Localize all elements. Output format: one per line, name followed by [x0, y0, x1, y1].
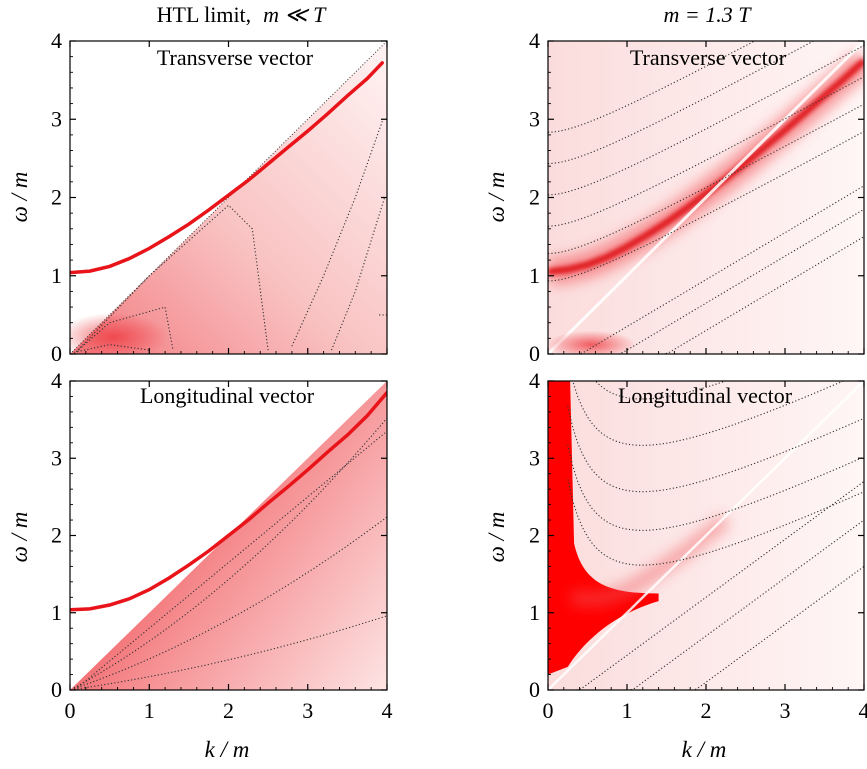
contour-line	[77, 430, 387, 688]
y-tick-label: 1	[529, 263, 540, 288]
dispersion-curve	[70, 61, 384, 275]
x-tick-label: 1	[144, 698, 155, 723]
contour-line	[594, 381, 728, 400]
y-tick-label: 0	[529, 341, 540, 366]
xlabel-right: k / m	[682, 737, 727, 762]
y-tick-label: 0	[529, 677, 540, 702]
x-tick-label: 0	[65, 698, 76, 723]
contour-line	[548, 44, 864, 196]
x-tick-label: 2	[223, 698, 234, 723]
plot-area	[548, 41, 864, 354]
x-tick-label: 3	[780, 698, 791, 723]
lightcone-line	[548, 41, 864, 354]
contour-line	[73, 417, 387, 689]
title-right: m = 1.3 T	[664, 2, 753, 27]
label-longitudinal-left: Longitudinal vector	[140, 383, 315, 408]
y-tick-label: 2	[51, 523, 62, 548]
contour-line	[567, 405, 864, 493]
contour-line	[330, 197, 386, 351]
plot-area	[70, 41, 387, 354]
xlabel-left: k / m	[205, 737, 250, 762]
contour-line	[563, 185, 864, 354]
label-transverse-right: Transverse vector	[630, 45, 787, 70]
dispersion-curve	[70, 390, 387, 612]
y-tick-label: 0	[51, 677, 62, 702]
quasiparticle-peak	[548, 58, 864, 276]
lightcone-line	[70, 41, 387, 354]
plot-area	[548, 381, 864, 690]
y-tick-label: 0	[51, 341, 62, 366]
y-tick-label: 4	[51, 28, 62, 53]
contour-line	[548, 103, 864, 255]
panel-4: 00 1 1 2 2 3 3 4 4	[529, 368, 867, 723]
contour-line	[77, 204, 269, 351]
title-left: HTL limit, m ≪ T	[157, 2, 327, 27]
label-transverse-left: Transverse vector	[157, 45, 314, 70]
y-tick-label: 4	[51, 368, 62, 393]
label-longitudinal-right: Longitudinal vector	[618, 383, 793, 408]
y-tick-label: 4	[529, 28, 540, 53]
continuum-peak	[70, 312, 169, 354]
contour-line	[567, 479, 864, 566]
y-tick-label: 3	[51, 106, 62, 131]
ylabel-bottom-left: ω / m	[7, 512, 32, 563]
contour-line	[567, 444, 864, 531]
y-tick-label: 3	[51, 445, 62, 470]
continuum-peak	[548, 330, 637, 354]
x-tick-label: 1	[622, 698, 633, 723]
y-tick-label: 1	[529, 600, 540, 625]
contour-line	[548, 41, 815, 165]
y-tick-label: 2	[529, 523, 540, 548]
contour-line	[548, 41, 756, 133]
x-tick-label: 4	[859, 698, 867, 723]
y-tick-label: 3	[529, 445, 540, 470]
y-tick-label: 1	[51, 263, 62, 288]
panel-1: 0 1 2 3 4	[51, 28, 388, 366]
y-tick-label: 2	[51, 185, 62, 210]
x-tick-label: 3	[302, 698, 313, 723]
x-tick-label: 0	[543, 698, 554, 723]
lightcone-line	[548, 381, 864, 690]
plot-area	[70, 381, 387, 690]
y-tick-label: 4	[529, 368, 540, 393]
contour-line	[572, 381, 845, 446]
panel-2: 0 1 2 3 4	[529, 28, 865, 366]
panel-3: 00 1 1 2 2 3 3 4 4	[51, 368, 393, 723]
y-tick-label: 2	[529, 185, 540, 210]
x-tick-label: 4	[382, 698, 393, 723]
x-tick-label: 2	[701, 698, 712, 723]
contour-line	[548, 76, 864, 227]
y-tick-label: 1	[51, 600, 62, 625]
y-tick-label: 3	[529, 106, 540, 131]
ylabel-top-left: ω / m	[7, 172, 32, 223]
contour-line	[548, 131, 864, 282]
ylabel-top-right: ω / m	[484, 172, 509, 223]
contour-line	[291, 119, 384, 347]
contour-line	[555, 565, 864, 690]
contour-line	[555, 519, 864, 690]
ylabel-bottom-right: ω / m	[484, 512, 509, 563]
